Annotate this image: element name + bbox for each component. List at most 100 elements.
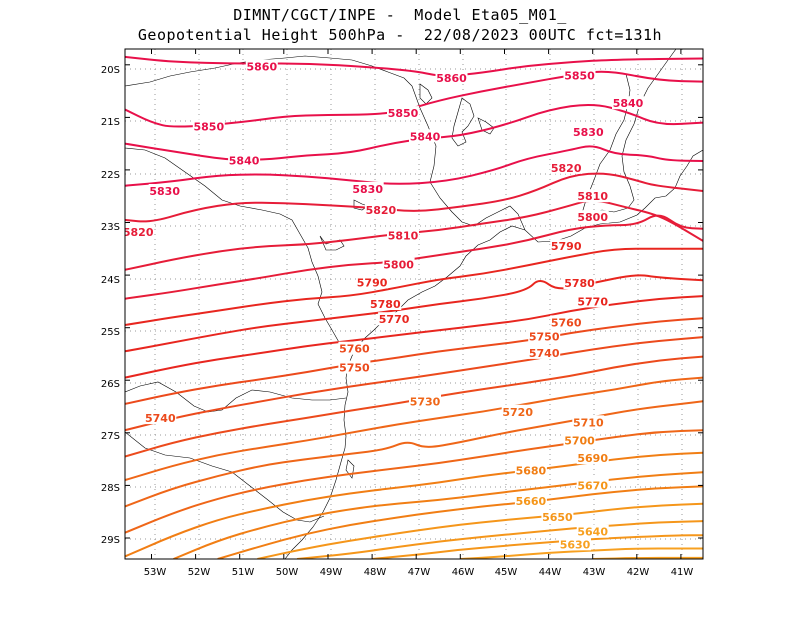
contour-5690: [173, 471, 703, 559]
contour-label-5850: 5850: [388, 107, 419, 120]
contour-5700: [125, 451, 703, 558]
contour-label-background: [572, 415, 605, 429]
lon-label: 50W: [276, 567, 299, 578]
contour-label-5860: 5860: [246, 60, 277, 73]
contour-5800: [125, 214, 703, 300]
contour-5790: [125, 247, 703, 326]
contour-label-5780: 5780: [370, 298, 401, 311]
contour-label-background: [514, 494, 547, 508]
contour-label-background: [364, 202, 397, 216]
lon-label: 41W: [671, 567, 694, 578]
contour-label-background: [559, 537, 591, 551]
contour-label-background: [563, 433, 596, 447]
state-border-sp-mg: [411, 85, 526, 231]
contour-label-5860: 5860: [436, 72, 467, 85]
lon-label: 46W: [452, 567, 475, 578]
contour-label-5760: 5760: [551, 316, 582, 329]
contour-label-5800: 5800: [577, 211, 608, 224]
lon-label: 44W: [539, 567, 562, 578]
lat-label: 23S: [101, 222, 120, 233]
coastline: [284, 149, 703, 559]
contour-5830: [125, 145, 703, 187]
contour-label-5740: 5740: [529, 347, 560, 360]
contour-label-background: [228, 153, 261, 167]
lake: [319, 235, 345, 251]
contour-label-5800: 5800: [383, 259, 414, 272]
contour-5770: [125, 295, 703, 379]
contour-label-5670: 5670: [577, 479, 608, 492]
contour-label-5770: 5770: [577, 295, 608, 308]
contour-label-5750: 5750: [529, 331, 560, 344]
contour-label-background: [501, 404, 534, 418]
lat-label: 25S: [101, 327, 120, 338]
contour-label-5830: 5830: [149, 185, 180, 198]
lon-label: 43W: [583, 567, 606, 578]
contour-label-5850: 5850: [564, 69, 595, 82]
contour-5810: [125, 199, 703, 271]
contour-label-background: [563, 68, 596, 82]
contour-label-background: [356, 275, 389, 289]
state-border-ms-sp: [125, 147, 323, 293]
lon-label: 51W: [232, 567, 255, 578]
contour-label-5830: 5830: [352, 183, 383, 196]
lake: [345, 459, 355, 479]
map-boundaries: [125, 49, 703, 559]
contour-5820: [125, 172, 703, 223]
contour-label-5700: 5700: [564, 435, 595, 448]
contour-5670: [257, 502, 703, 559]
contour-label-5660: 5660: [516, 495, 547, 508]
contour-label-5750: 5750: [339, 362, 370, 375]
lon-label: 53W: [144, 567, 167, 578]
contour-label-background: [409, 394, 441, 408]
contour-label-background: [514, 463, 547, 477]
contour-label-background: [125, 225, 155, 238]
contour-label-background: [576, 451, 609, 465]
chart-title-line-2: Geopotential Height 500hPa - 22/08/2023 …: [137, 26, 663, 44]
contour-label-background: [541, 509, 574, 523]
contour-label-5780: 5780: [564, 277, 595, 290]
contour-label-background: [528, 329, 561, 343]
contour-5640: [460, 547, 703, 559]
contour-5650: [372, 534, 703, 559]
state-border-pr-sc: [125, 381, 347, 413]
lon-label: 52W: [188, 567, 211, 578]
contour-label-background: [409, 129, 441, 143]
contour-label-5830: 5830: [573, 126, 604, 139]
lat-label: 20S: [101, 65, 120, 76]
contour-label-5790: 5790: [357, 276, 388, 289]
contour-label-5680: 5680: [516, 465, 547, 478]
contour-label-background: [550, 315, 583, 329]
lake: [419, 83, 433, 105]
contour-label-5820: 5820: [366, 204, 397, 217]
contour-label-5630: 5630: [560, 538, 591, 551]
contour-label-5810: 5810: [577, 190, 608, 203]
contour-label-background: [338, 341, 371, 355]
contour-label-5840: 5840: [613, 97, 644, 110]
contour-5720: [125, 400, 703, 508]
contour-5840: [125, 104, 703, 161]
contour-label-background: [576, 189, 609, 203]
contour-5740: [125, 355, 703, 458]
contour-label-background: [550, 239, 583, 253]
contour-label-5730: 5730: [410, 395, 441, 408]
contour-label-background: [387, 106, 419, 120]
contour-label-background: [576, 294, 609, 308]
contour-label-background: [550, 160, 583, 174]
state-border-sc-rs: [125, 431, 325, 523]
state-border-go-mg: [125, 55, 413, 87]
contour-label-background: [382, 257, 415, 271]
contour-label-background: [338, 360, 371, 374]
contour-label-5770: 5770: [379, 313, 410, 326]
contour-label-background: [435, 70, 468, 84]
chart-title-line-1: DIMNT/CGCT/INPE - Model Eta05_M01_: [233, 6, 567, 24]
lon-label: 48W: [364, 567, 387, 578]
lon-label: 42W: [627, 567, 650, 578]
contour-label-background: [192, 119, 225, 133]
contour-label-5650: 5650: [542, 511, 573, 524]
lat-label: 22S: [101, 170, 120, 181]
lat-label: 28S: [101, 483, 120, 494]
lon-label: 47W: [408, 567, 431, 578]
lake: [477, 117, 495, 135]
contour-label-background: [387, 228, 419, 242]
contour-5750: [125, 336, 703, 432]
